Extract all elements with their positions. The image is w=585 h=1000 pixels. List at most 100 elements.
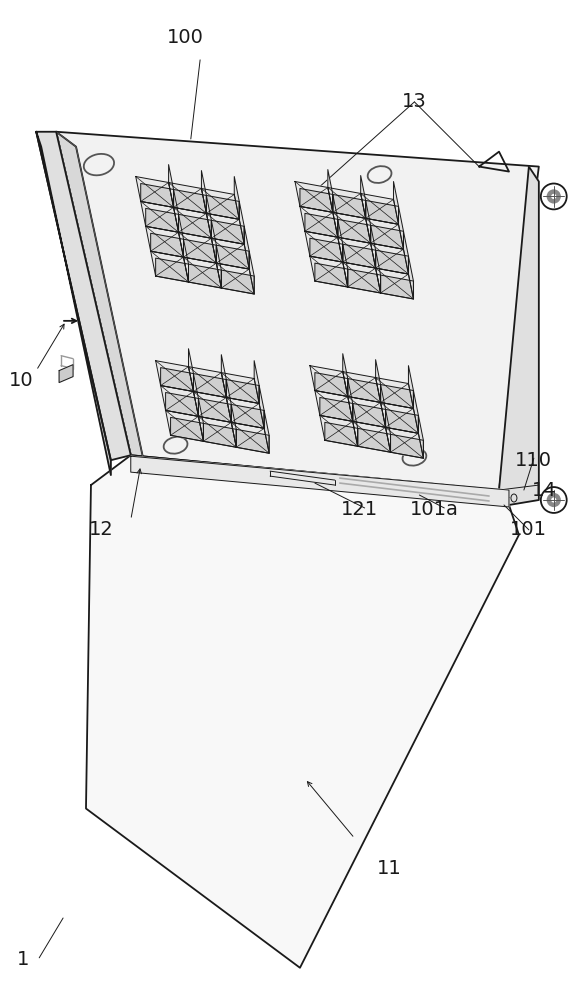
Polygon shape [174,207,211,238]
Polygon shape [156,258,188,282]
Polygon shape [146,208,178,232]
Polygon shape [366,200,371,243]
Polygon shape [174,189,178,232]
Polygon shape [174,189,207,213]
Polygon shape [207,195,211,238]
Polygon shape [310,256,347,287]
Polygon shape [198,398,204,441]
Polygon shape [320,415,357,446]
Polygon shape [194,392,231,422]
Polygon shape [376,378,414,408]
Polygon shape [194,374,198,416]
Polygon shape [381,385,386,427]
Polygon shape [244,226,249,269]
Polygon shape [198,416,236,447]
Polygon shape [386,409,418,433]
Polygon shape [221,373,259,403]
Polygon shape [259,386,264,428]
Text: 10: 10 [9,371,33,390]
Polygon shape [178,232,216,263]
Polygon shape [226,380,231,422]
Text: 121: 121 [341,500,378,519]
Polygon shape [204,423,236,447]
Polygon shape [184,239,216,263]
Polygon shape [371,225,404,249]
Polygon shape [305,213,338,237]
Polygon shape [338,219,343,262]
Polygon shape [333,194,366,218]
Polygon shape [315,373,347,396]
Polygon shape [381,275,414,299]
Polygon shape [394,182,398,224]
Polygon shape [231,422,269,453]
Polygon shape [231,404,264,428]
Polygon shape [211,238,249,269]
Polygon shape [194,374,226,397]
Polygon shape [178,214,184,257]
Polygon shape [151,251,188,282]
Text: 100: 100 [167,28,204,47]
Polygon shape [201,188,239,219]
Polygon shape [300,206,338,237]
Polygon shape [166,393,198,416]
Polygon shape [343,354,347,396]
Text: 13: 13 [402,92,427,111]
Polygon shape [408,256,414,299]
Polygon shape [141,201,178,232]
Polygon shape [353,403,357,446]
Polygon shape [310,366,347,396]
Polygon shape [333,194,338,237]
Polygon shape [161,368,194,392]
Polygon shape [216,245,249,269]
Polygon shape [353,403,386,427]
Polygon shape [198,398,231,422]
Polygon shape [343,244,376,268]
Polygon shape [315,263,347,287]
Polygon shape [408,366,414,408]
Polygon shape [325,422,357,446]
Polygon shape [168,183,207,213]
Polygon shape [305,231,343,262]
Polygon shape [131,456,509,507]
Polygon shape [404,231,408,274]
Polygon shape [343,372,381,402]
Polygon shape [499,167,539,505]
Text: 110: 110 [515,451,552,470]
Polygon shape [207,195,239,219]
Polygon shape [398,206,404,249]
Polygon shape [353,421,391,452]
Polygon shape [234,177,239,219]
Polygon shape [343,262,381,293]
Polygon shape [366,218,404,249]
Polygon shape [216,263,254,294]
Polygon shape [36,132,111,475]
Polygon shape [361,176,366,218]
Polygon shape [171,417,204,441]
Polygon shape [146,226,184,257]
Polygon shape [386,409,391,452]
Polygon shape [357,428,391,452]
Circle shape [551,497,556,503]
Text: 14: 14 [531,481,556,500]
Text: 101a: 101a [410,500,459,519]
Polygon shape [347,396,386,427]
Polygon shape [136,177,174,207]
Polygon shape [216,245,221,288]
Polygon shape [376,360,381,402]
Polygon shape [376,250,408,274]
Polygon shape [201,171,207,213]
Polygon shape [347,379,381,402]
Polygon shape [239,201,244,244]
Polygon shape [231,404,236,447]
Polygon shape [249,251,254,294]
Polygon shape [221,355,226,397]
Polygon shape [347,269,381,293]
Polygon shape [333,212,371,243]
Polygon shape [56,132,539,490]
Polygon shape [338,219,371,243]
Polygon shape [414,391,418,433]
Circle shape [551,194,556,199]
Polygon shape [178,214,211,238]
Polygon shape [56,132,146,470]
Polygon shape [295,182,333,212]
